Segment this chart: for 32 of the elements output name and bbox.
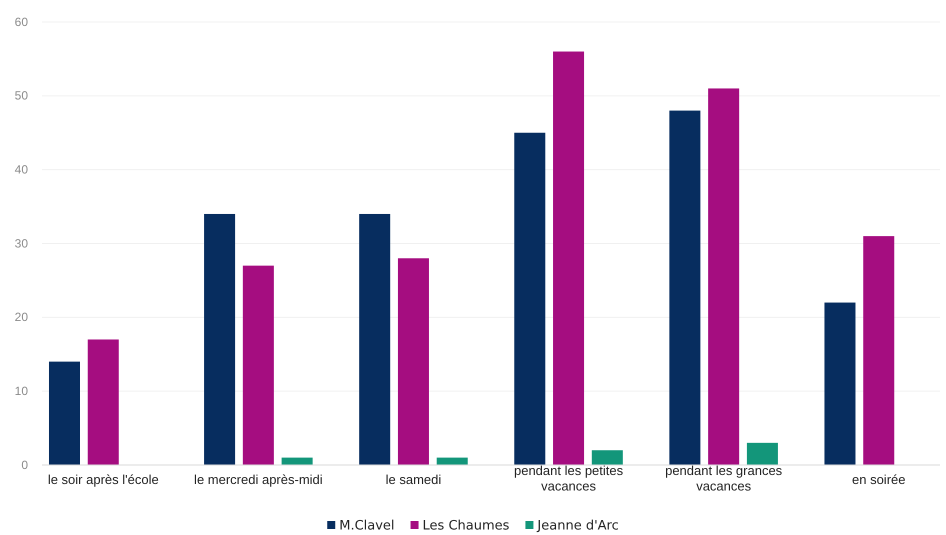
x-tick-label: en soirée [852, 472, 906, 488]
y-tick-label: 20 [14, 310, 28, 324]
bar [398, 258, 429, 465]
y-tick-label: 40 [14, 162, 28, 177]
y-tick-label: 10 [14, 384, 28, 398]
x-tick-label: le samedi [386, 472, 442, 488]
legend-label: Les Chaumes [422, 518, 510, 534]
bar [359, 214, 390, 465]
bar [48, 362, 80, 465]
y-tick-label: 50 [14, 88, 28, 103]
bar [592, 450, 623, 465]
x-tick-label: le soir après l'école [48, 472, 159, 488]
y-tick-label: 60 [14, 14, 28, 29]
bar [88, 339, 119, 465]
legend-label: Jeanne d'Arc [536, 518, 619, 534]
bar [863, 236, 894, 465]
bar [514, 132, 546, 465]
legend-label: M.Clavel [339, 518, 395, 534]
bar [204, 214, 236, 465]
bar [282, 458, 313, 465]
bar [242, 266, 274, 465]
bar [824, 302, 856, 465]
x-tick-label: pendant les grances vacances [665, 463, 783, 494]
bar [436, 458, 468, 465]
x-tick-label: le mercredi après-midi [194, 472, 323, 488]
y-tick-label: 0 [21, 458, 28, 472]
bar [746, 442, 778, 465]
y-tick-label: 30 [14, 236, 28, 250]
x-tick-label: pendant les petites vacances [514, 463, 624, 494]
bar [708, 88, 740, 465]
bar [669, 110, 700, 465]
bar [553, 52, 584, 465]
